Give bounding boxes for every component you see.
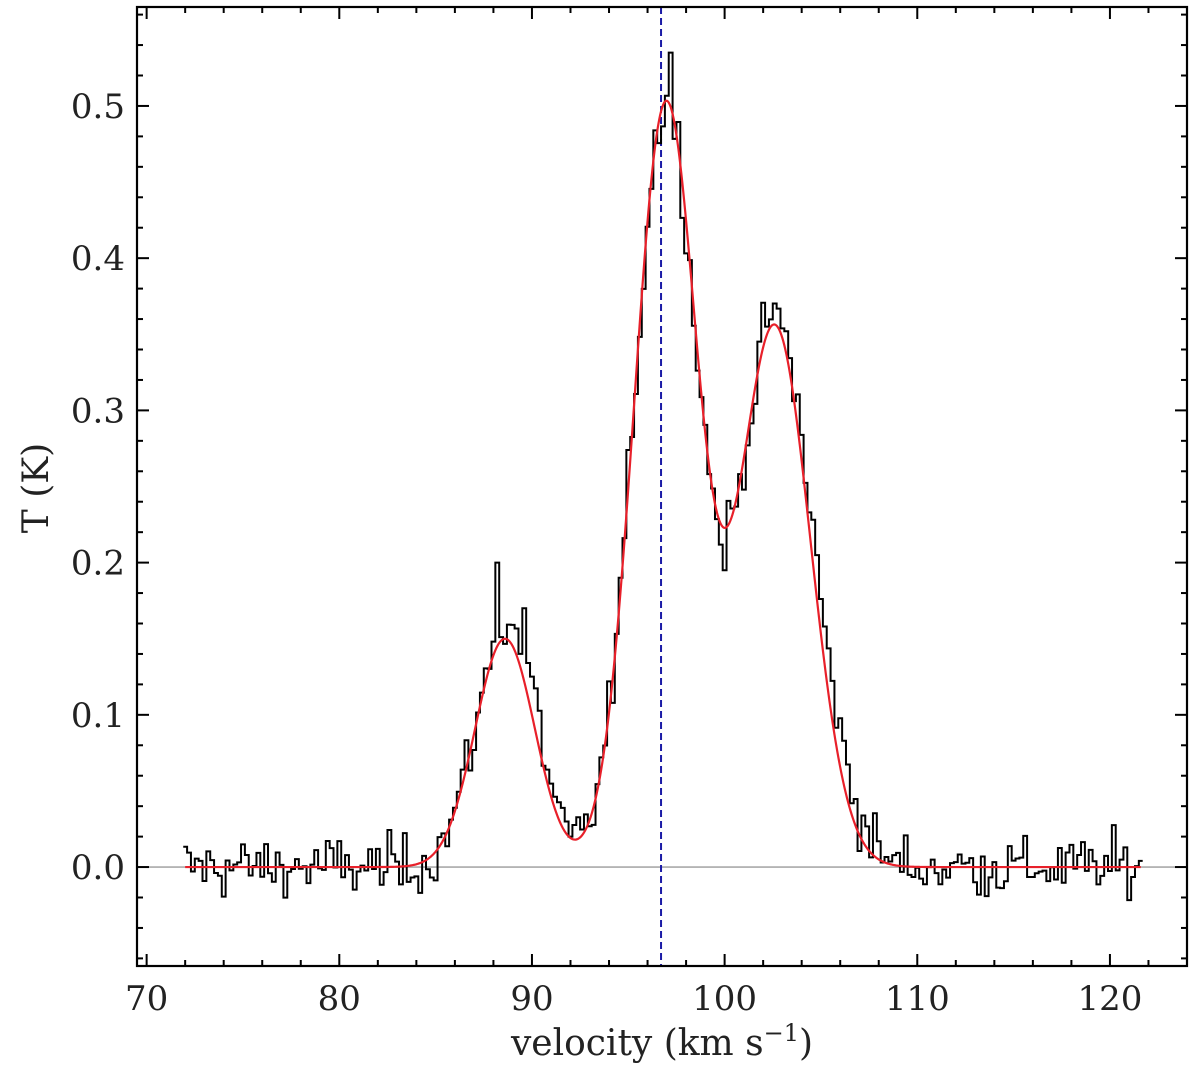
y-tick-label: 0.3 — [71, 391, 125, 431]
y-tick-label: 0.2 — [71, 544, 125, 584]
x-tick-label: 80 — [318, 979, 361, 1019]
x-tick-label: 120 — [1077, 979, 1142, 1019]
x-axis-title: velocity (km s−1) — [510, 1019, 813, 1064]
plot-area — [137, 7, 1187, 966]
y-axis-title: T (K) — [16, 443, 57, 533]
gaussian-fit-curve — [185, 99, 1141, 869]
fit-curve-line — [185, 99, 1141, 869]
y-tick-label: 0.0 — [71, 848, 125, 888]
observed-spectrum — [183, 51, 1143, 902]
x-tick-labels: 70 80 90 100 110 120 — [125, 979, 1142, 1019]
y-tick-labels: 0.0 0.1 0.2 0.3 0.4 0.5 — [71, 87, 125, 888]
x-tick-label: 110 — [885, 979, 950, 1019]
y-tick-label: 0.4 — [71, 239, 125, 279]
y-tick-label: 0.5 — [71, 87, 125, 127]
x-tick-label: 90 — [510, 979, 553, 1019]
plot-frame — [135, 5, 1189, 968]
x-tick-label: 100 — [692, 979, 757, 1019]
spectrum-step-line — [183, 51, 1143, 902]
y-tick-label: 0.1 — [71, 696, 125, 736]
x-tick-label: 70 — [125, 979, 168, 1019]
